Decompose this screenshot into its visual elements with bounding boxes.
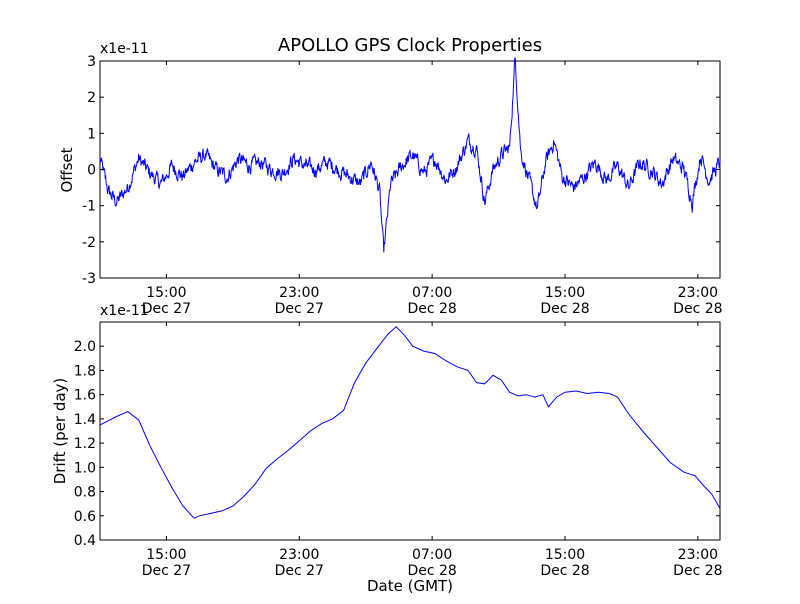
x-tick-label-time: 23:00 [678, 547, 718, 563]
drift-y-label: Drift (per day) [51, 378, 69, 485]
offset-y-label: Offset [58, 147, 76, 192]
offset-scale-label: x1e-11 [100, 41, 149, 57]
x-tick-label-time: 15:00 [545, 285, 585, 301]
x-tick-label-date: Dec 28 [540, 563, 589, 579]
x-tick-label-time: 07:00 [412, 547, 452, 563]
drift-x-label: Date (GMT) [367, 577, 453, 595]
y-tick-label: 0.8 [74, 485, 96, 501]
y-tick-label: 3 [87, 54, 96, 70]
y-tick-label: 1.0 [74, 460, 96, 476]
y-tick-label: 1.2 [74, 436, 96, 452]
y-tick-label: -3 [82, 271, 96, 287]
y-tick-label: 1 [87, 126, 96, 142]
x-tick-label-date: Dec 28 [540, 301, 589, 317]
x-tick-label-date: Dec 28 [407, 563, 456, 579]
x-tick-label-time: 15:00 [146, 547, 186, 563]
y-tick-label: 1.8 [74, 363, 96, 379]
x-tick-label-time: 15:00 [545, 547, 585, 563]
x-tick-label-time: 07:00 [412, 285, 452, 301]
y-tick-label: 0.6 [74, 509, 96, 525]
offset-series-line [99, 57, 721, 253]
y-tick-label: 2.0 [74, 339, 96, 355]
y-tick-label: -2 [82, 235, 96, 251]
x-tick-label-date: Dec 27 [275, 301, 324, 317]
x-tick-label-time: 23:00 [678, 285, 718, 301]
x-tick-label-date: Dec 28 [673, 301, 722, 317]
y-tick-label: 2 [87, 90, 96, 106]
x-tick-label-date: Dec 27 [142, 301, 191, 317]
chart-title: APOLLO GPS Clock Properties [278, 35, 542, 56]
x-tick-label-date: Dec 27 [142, 563, 191, 579]
drift-y-ticks: 0.4 0.6 0.8 1.0 1.2 1.4 1.6 1.8 2.0 [74, 339, 720, 549]
x-tick-label-time: 23:00 [279, 285, 319, 301]
drift-series-line [99, 326, 721, 519]
y-tick-label: -1 [82, 199, 96, 215]
drift-scale-label: x1e-11 [100, 303, 149, 319]
offset-y-ticks: -3 -2 -1 0 1 2 3 [82, 54, 720, 287]
y-tick-label: 0 [87, 163, 96, 179]
x-tick-label-date: Dec 28 [673, 563, 722, 579]
x-tick-label-date: Dec 28 [407, 301, 456, 317]
y-tick-label: 0.4 [74, 533, 96, 549]
y-tick-label: 1.4 [74, 412, 96, 428]
x-tick-label-date: Dec 27 [275, 563, 324, 579]
y-tick-label: 1.6 [74, 388, 96, 404]
x-tick-label-time: 23:00 [279, 547, 319, 563]
drift-plot-frame [99, 321, 721, 541]
x-tick-label-time: 15:00 [146, 285, 186, 301]
